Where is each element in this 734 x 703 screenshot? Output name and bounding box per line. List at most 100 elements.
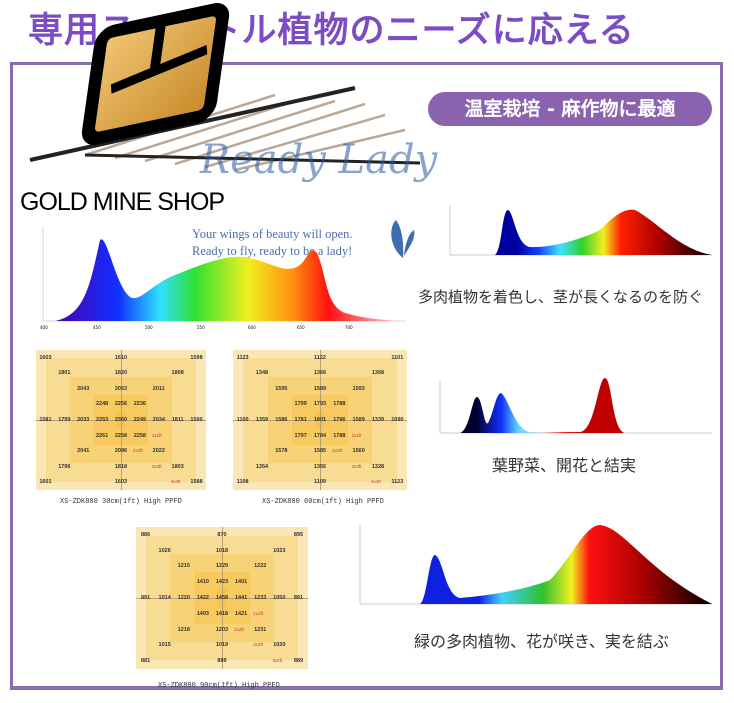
ppfd-value: 870 xyxy=(217,531,227,538)
spectrum-chart-3 xyxy=(359,525,712,605)
ppfd-value: 1590 xyxy=(190,416,203,423)
area-label: 1x1ft xyxy=(151,432,162,438)
area-label: 3x3ft xyxy=(253,642,263,648)
ppfd-value: 1403 xyxy=(196,610,209,617)
ppfd-value: 1808 xyxy=(171,370,184,377)
ppfd-value: 1401 xyxy=(234,579,248,586)
ppfd-value: 2248 xyxy=(95,401,109,408)
ppfd-value: 1581 xyxy=(39,416,52,423)
ppfd-value: 1589 xyxy=(313,385,327,392)
ppfd-value: 891 xyxy=(140,594,151,601)
ppfd-value: 1595 xyxy=(275,385,288,392)
ppfd-value: 1799 xyxy=(58,416,71,423)
ppfd-value: 2033 xyxy=(77,416,90,423)
ppfd-value: 2053 xyxy=(114,385,128,392)
area-label: 3x3ft xyxy=(351,463,362,469)
ppfd-value: 1422 xyxy=(196,594,209,601)
ppfd-value: 1818 xyxy=(114,463,128,470)
ppfd-value: 889 xyxy=(293,658,304,665)
area-label: 2x2ft xyxy=(332,448,343,454)
ppfd-value: 1339 xyxy=(371,416,385,423)
ppfd-value: 1589 xyxy=(352,416,365,423)
area-label: 2x2ft xyxy=(132,448,143,454)
x-tick: 500 xyxy=(145,325,153,330)
area-label: 3x3ft xyxy=(151,463,162,469)
ppfd-value: 1560 xyxy=(352,448,365,455)
ppfd-value: 1593 xyxy=(352,385,365,392)
ppfd-map-30cm: 1603 1610 1598 1801 1820 1808 2043 2053 2011 2248… xyxy=(36,350,206,490)
ppfd-value: 1801 xyxy=(313,416,327,423)
ppfd-value: 1100 xyxy=(236,416,249,423)
ppfd-value: 1109 xyxy=(314,479,326,486)
ppfd-value: 1423 xyxy=(215,579,229,586)
ppfd-value: 1090 xyxy=(391,416,404,423)
watermark-script: Ready Lady xyxy=(200,137,438,183)
ppfd-value: 1020 xyxy=(273,642,286,649)
ppfd-value: 1803 xyxy=(171,463,184,470)
shop-name: GOLD MINE SHOP xyxy=(20,188,225,216)
ppfd-value: 1421 xyxy=(234,610,248,617)
ppfd-value: 1215 xyxy=(177,563,190,570)
ppfd-value: 2041 xyxy=(77,448,90,455)
ppfd-value: 1222 xyxy=(254,563,267,570)
ppfd-value: 1023 xyxy=(273,547,286,554)
ppfd-value: 1050 xyxy=(273,594,286,601)
spectrum-caption-2: 葉野菜、開花と結実 xyxy=(492,456,637,475)
ppfd-value: 1359 xyxy=(255,416,269,423)
x-tick: 450 xyxy=(93,325,101,330)
ppfd-value: 2360 xyxy=(114,416,128,423)
ppfd-grid: 1123 1122 1101 1348 1366 1368 1595 1589 1593 1799… xyxy=(233,350,407,490)
ppfd-value: 1788 xyxy=(333,401,346,408)
ppfd-value: 2249 xyxy=(133,416,146,423)
area-label: 1x1ft xyxy=(253,610,263,616)
ppfd-value: 1603 xyxy=(39,354,52,361)
ppfd-value: 1354 xyxy=(255,463,269,470)
ppfd-value: 1014 xyxy=(158,594,171,601)
area-label: 4x4ft xyxy=(272,658,283,664)
ppfd-value: 1820 xyxy=(114,370,128,377)
ppfd-value: 1601 xyxy=(39,479,52,486)
ppfd-caption: XS-ZDK800 60cm(1ft) High PPFD xyxy=(262,498,384,506)
ppfd-value: 1348 xyxy=(255,370,269,377)
butterfly-icon xyxy=(391,220,415,258)
ppfd-value: 1441 xyxy=(234,594,248,601)
ppfd-caption: XS-ZDK800 30cm(1ft) High PPFD xyxy=(60,498,182,506)
ppfd-value: 881 xyxy=(140,658,151,665)
ppfd-value: 1203 xyxy=(215,626,229,633)
ppfd-value: 1796 xyxy=(333,416,346,423)
ppfd-caption: XS-ZDK800 90cm(1ft) High PPFD xyxy=(158,682,280,690)
slogan-line-1: Your wings of beauty will open. xyxy=(192,227,353,241)
ppfd-value: 1598 xyxy=(190,354,203,361)
axis-line xyxy=(136,598,308,599)
ppfd-value: 1108 xyxy=(236,479,249,486)
ppfd-value: 2253 xyxy=(95,416,109,423)
ppfd-value: 2236 xyxy=(133,401,146,408)
ppfd-value: 1603 xyxy=(114,479,128,486)
ppfd-value: 1366 xyxy=(313,370,327,377)
spectrum-caption-1: 多肉植物を着色し、茎が長くなるのを防ぐ xyxy=(418,288,704,306)
ppfd-value: 1122 xyxy=(314,354,326,361)
ppfd-value: 1588 xyxy=(190,479,203,486)
ppfd-value: 1123 xyxy=(391,479,404,486)
ppfd-value: 1797 xyxy=(294,432,307,439)
ppfd-value: 891 xyxy=(293,594,304,601)
ppfd-value: 1799 xyxy=(294,401,307,408)
ppfd-value: 1781 xyxy=(294,416,307,423)
ppfd-value: 1418 xyxy=(215,610,229,617)
ppfd-value: 1811 xyxy=(171,416,184,423)
ppfd-value: 1218 xyxy=(177,626,190,633)
spectrum-chart-2 xyxy=(439,378,712,434)
ppfd-value: 1586 xyxy=(275,416,288,423)
spectrum-chart-1 xyxy=(449,205,712,256)
ppfd-value: 2022 xyxy=(152,448,165,455)
ppfd-value: 2256 xyxy=(114,401,128,408)
ppfd-value: 1578 xyxy=(275,448,288,455)
x-tick: 650 xyxy=(297,325,305,330)
area-label: 1x1ft xyxy=(351,432,362,438)
ppfd-map-60cm: 1123 1122 1101 1348 1366 1368 1595 1589 1593 1799… xyxy=(233,350,407,490)
ppfd-value: 895 xyxy=(293,531,304,538)
content-frame xyxy=(10,62,723,690)
ppfd-value: 1220 xyxy=(177,594,190,601)
ppfd-value: 1018 xyxy=(215,547,229,554)
ppfd-value: 1026 xyxy=(158,547,171,554)
